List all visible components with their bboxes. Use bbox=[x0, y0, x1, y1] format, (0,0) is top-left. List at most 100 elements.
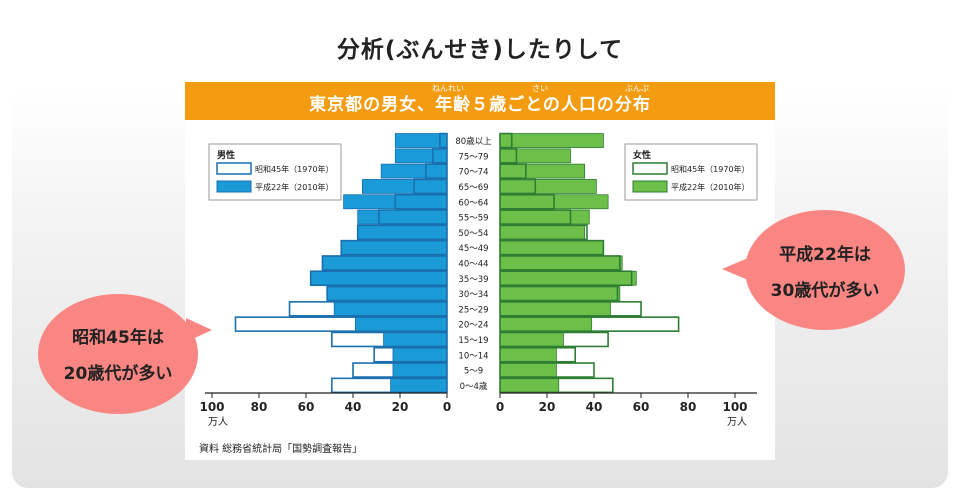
callout-right-tail bbox=[722, 258, 748, 280]
male-legend-title: 男性 bbox=[217, 149, 235, 161]
bar-male-1970-8 bbox=[321, 255, 448, 271]
age-label-9: 45～49 bbox=[458, 244, 488, 254]
page-title: 分析(ぶんせき)したりして bbox=[336, 37, 624, 63]
age-label-2: 10～14 bbox=[458, 351, 488, 361]
female-legend-title: 女性 bbox=[633, 149, 651, 161]
bar-female-1970-15 bbox=[499, 148, 518, 164]
callout-showa45: 昭和45年は 20歳代が多い bbox=[38, 294, 198, 414]
bar-male-2010-3 bbox=[383, 332, 448, 347]
callout-right-line2: 30歳代が多い bbox=[770, 281, 880, 301]
male-tick-label-80: 80 bbox=[251, 400, 268, 414]
female-tick-label-0: 0 bbox=[496, 400, 504, 414]
bar-female-2010-2 bbox=[499, 347, 557, 363]
bar-female-2010-3 bbox=[499, 332, 564, 347]
bar-male-2010-14 bbox=[380, 163, 448, 179]
bar-male-2010-8 bbox=[322, 255, 448, 271]
age-label-8: 40～44 bbox=[458, 259, 488, 269]
bar-female-1970-11 bbox=[499, 209, 572, 225]
bar-male-2010-5 bbox=[333, 301, 448, 317]
legend-label-female-1970: 昭和45年（1970年） bbox=[671, 164, 750, 174]
bar-female-2010-0 bbox=[499, 377, 560, 393]
male-tick-label-0: 0 bbox=[443, 400, 451, 414]
age-label-13: 65～69 bbox=[458, 183, 488, 193]
bar-male-1970-12 bbox=[394, 193, 448, 210]
bar-female-2010-11 bbox=[499, 209, 590, 225]
female-legend: 女性 昭和45年（1970年） 平成22年（2010年） bbox=[624, 143, 758, 201]
bar-female-2010-9 bbox=[499, 240, 604, 256]
bar-male-1970-6 bbox=[326, 285, 448, 302]
bar-female-1970-4 bbox=[499, 316, 680, 332]
bar-male-1970-2 bbox=[373, 346, 448, 363]
female-unit-label: 万人 bbox=[727, 416, 747, 428]
ruby-sai: さい bbox=[532, 84, 548, 93]
bar-female-1970-10 bbox=[499, 224, 588, 241]
bar-male-1970-4 bbox=[234, 316, 448, 332]
callout-left-line1: 昭和45年は bbox=[72, 328, 164, 348]
bar-female-1970-6 bbox=[499, 285, 619, 302]
age-label-10: 50～54 bbox=[458, 229, 488, 239]
source-note: 資料 総務省統計局「国勢調査報告」 bbox=[199, 442, 362, 455]
bar-female-1970-8 bbox=[499, 255, 621, 271]
male-tick-label-40: 40 bbox=[345, 400, 362, 414]
bar-female-2010-10 bbox=[499, 224, 585, 240]
age-label-7: 35～39 bbox=[458, 275, 488, 285]
age-label-3: 15～19 bbox=[458, 336, 488, 346]
callout-heisei22: 平成22年は 30歳代が多い bbox=[745, 210, 905, 330]
bar-female-1970-7 bbox=[499, 270, 633, 287]
bar-female-1970-12 bbox=[499, 193, 555, 210]
bar-male-2010-1 bbox=[392, 362, 448, 378]
bar-female-2010-13 bbox=[499, 179, 597, 194]
bar-male-1970-14 bbox=[425, 163, 448, 179]
bar-male-1970-13 bbox=[413, 178, 448, 195]
bar-female-2010-15 bbox=[499, 148, 571, 164]
bar-male-1970-11 bbox=[378, 209, 448, 225]
bar-female-1970-3 bbox=[499, 331, 609, 348]
bar-female-2010-5 bbox=[499, 301, 611, 317]
chart-title: 東京都の男女、年齢５歳ごとの人口の分布 bbox=[309, 95, 651, 115]
bar-female-1970-1 bbox=[499, 362, 595, 378]
bar-female-1970-14 bbox=[499, 163, 527, 179]
chart-card: ねんれい さい ぶんぷ 東京都の男女、年齢５歳ごとの人口の分布 0～4歳 5～9 1… bbox=[185, 82, 775, 460]
age-label-16: 80歳以上 bbox=[455, 136, 492, 147]
bar-male-1970-16 bbox=[439, 132, 448, 149]
female-tick-label-80: 80 bbox=[680, 400, 697, 414]
bar-female-1970-9 bbox=[499, 239, 605, 256]
bar-female-2010-8 bbox=[499, 255, 623, 271]
bar-female-1970-5 bbox=[499, 301, 642, 317]
legend-label-male-2010: 平成22年（2010年） bbox=[255, 182, 334, 192]
callout-right-line1: 平成22年は bbox=[779, 245, 871, 265]
age-label-12: 60～64 bbox=[458, 198, 488, 208]
bar-female-1970-16 bbox=[499, 132, 513, 149]
legend-swatch-male-2010 bbox=[216, 180, 252, 193]
age-label-4: 20～24 bbox=[458, 321, 488, 331]
bar-male-1970-1 bbox=[352, 362, 448, 378]
bar-female-1970-13 bbox=[499, 178, 537, 195]
male-tick-label-60: 60 bbox=[298, 400, 315, 414]
male-unit-label: 万人 bbox=[208, 416, 228, 428]
ruby-bunpu: ぶんぷ bbox=[625, 84, 649, 93]
age-label-11: 55～59 bbox=[458, 214, 488, 224]
age-label-14: 70～74 bbox=[458, 168, 488, 178]
bar-female-2010-16 bbox=[499, 133, 604, 148]
age-label-0: 0～4歳 bbox=[460, 381, 488, 392]
age-label-15: 75～79 bbox=[458, 152, 488, 162]
bar-male-2010-6 bbox=[326, 286, 448, 301]
female-tick-label-20: 20 bbox=[539, 400, 556, 414]
bar-female-1970-0 bbox=[499, 377, 614, 394]
female-tick-label-40: 40 bbox=[586, 400, 603, 414]
legend-swatch-male-1970 bbox=[216, 162, 252, 175]
bar-male-2010-0 bbox=[390, 377, 448, 393]
legend-swatch-female-2010 bbox=[632, 180, 668, 193]
legend-label-female-2010: 平成22年（2010年） bbox=[671, 182, 750, 192]
ruby-nenrei: ねんれい bbox=[432, 84, 464, 93]
bar-male-1970-0 bbox=[331, 377, 448, 394]
bar-female-2010-14 bbox=[499, 163, 585, 179]
bar-male-1970-9 bbox=[340, 239, 448, 256]
bar-male-1970-10 bbox=[356, 224, 448, 241]
male-tick-label-100: 100 bbox=[199, 400, 224, 414]
bar-male-2010-11 bbox=[357, 209, 448, 225]
age-label-1: 5～9 bbox=[464, 367, 483, 377]
bar-female-2010-1 bbox=[499, 362, 557, 378]
bar-female-2010-6 bbox=[499, 286, 621, 301]
legend-label-male-1970: 昭和45年（1970年） bbox=[255, 164, 334, 174]
